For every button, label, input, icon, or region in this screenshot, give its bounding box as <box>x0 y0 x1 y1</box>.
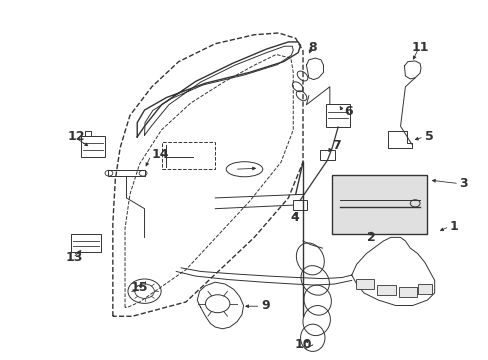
Bar <box>398 287 416 297</box>
Text: 1: 1 <box>448 220 457 233</box>
Text: 3: 3 <box>458 177 467 190</box>
Bar <box>376 285 395 295</box>
Text: 5: 5 <box>424 130 433 144</box>
Text: 8: 8 <box>308 41 316 54</box>
Text: 7: 7 <box>331 139 340 152</box>
Text: 13: 13 <box>65 251 82 264</box>
Text: 12: 12 <box>67 130 85 144</box>
Bar <box>417 284 431 294</box>
Text: 2: 2 <box>366 231 375 244</box>
Bar <box>355 279 373 289</box>
Text: 10: 10 <box>294 338 311 351</box>
Text: 11: 11 <box>410 41 428 54</box>
Text: 15: 15 <box>131 281 148 294</box>
Text: 4: 4 <box>290 211 299 224</box>
Text: 6: 6 <box>344 105 352 118</box>
Text: 14: 14 <box>152 148 169 161</box>
FancyBboxPatch shape <box>331 175 427 234</box>
Text: 9: 9 <box>261 299 270 312</box>
